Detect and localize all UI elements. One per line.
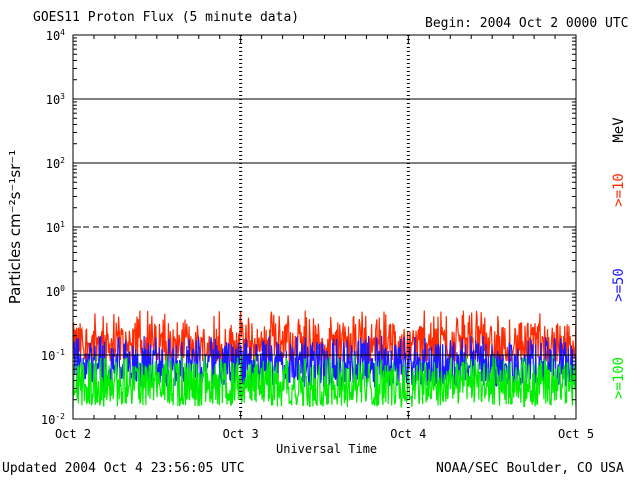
x-axis-label: Universal Time (276, 442, 378, 456)
y-tick-label: 10-1 (41, 348, 65, 363)
x-tick-label: Oct 4 (390, 427, 426, 441)
x-tick-label: Oct 5 (558, 427, 594, 441)
y-tick-label: 100 (46, 284, 65, 299)
series-line-ge100 (72, 355, 577, 408)
y-tick-label: 102 (46, 156, 65, 171)
x-tick-label: Oct 3 (223, 427, 259, 441)
y-tick-label: 101 (46, 220, 65, 235)
updated-timestamp: Updated 2004 Oct 4 23:56:05 UTC (2, 461, 245, 476)
credit-text: NOAA/SEC Boulder, CO USA (436, 461, 624, 476)
y-tick-label: 104 (46, 28, 65, 43)
chart-title: GOES11 Proton Flux (5 minute data) (33, 10, 300, 25)
x-tick-label: Oct 2 (55, 427, 91, 441)
legend-entry: >=50 (611, 268, 627, 302)
begin-time: Begin: 2004 Oct 2 0000 UTC (425, 16, 629, 31)
series-line-ge50 (72, 335, 577, 390)
legend-entry: >=100 (611, 357, 627, 399)
y-axis-label: Particles cm⁻²s⁻¹sr⁻¹ (6, 150, 24, 304)
y-tick-label: 103 (46, 92, 65, 107)
energy-unit-label: MeV (611, 117, 627, 143)
y-tick-label: 10-2 (41, 412, 65, 427)
legend-entry: >=10 (611, 173, 627, 207)
